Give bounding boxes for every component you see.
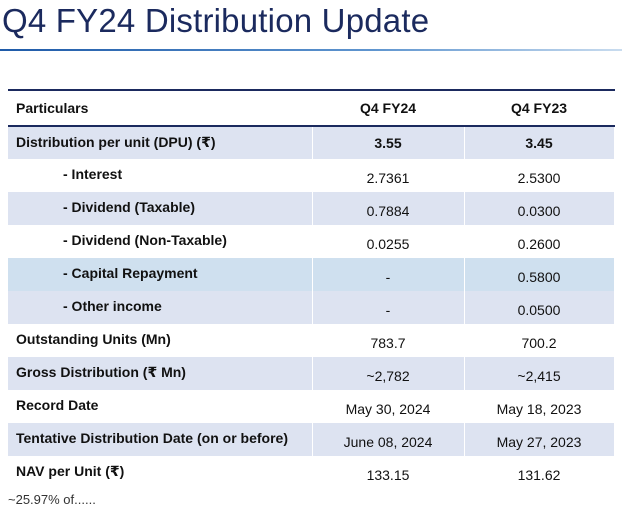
table-row-nav-per-unit: NAV per Unit (₹) 133.15 131.62 bbox=[8, 456, 615, 489]
row-label: Gross Distribution (₹ Mn) bbox=[8, 357, 313, 390]
page-title: Q4 FY24 Distribution Update bbox=[2, 2, 430, 39]
table-row-other-income: - Other income - 0.0500 bbox=[8, 291, 615, 324]
value-q4fy24: 0.7884 bbox=[312, 192, 465, 225]
row-label: Distribution per unit (DPU) (₹) bbox=[8, 126, 313, 159]
value-q4fy24: 3.55 bbox=[312, 126, 465, 159]
header-particulars: Particulars bbox=[8, 90, 313, 126]
table-row-interest: - Interest 2.7361 2.5300 bbox=[8, 159, 615, 192]
row-label: - Other income bbox=[8, 291, 313, 324]
value-q4fy23: 3.45 bbox=[464, 126, 615, 159]
distribution-table: Particulars Q4 FY24 Q4 FY23 Distribution… bbox=[8, 89, 615, 489]
value-q4fy24: 783.7 bbox=[312, 324, 465, 357]
row-label: - Dividend (Non-Taxable) bbox=[8, 225, 313, 258]
table-row-dividend-taxable: - Dividend (Taxable) 0.7884 0.0300 bbox=[8, 192, 615, 225]
value-q4fy24: ~2,782 bbox=[312, 357, 465, 390]
table-row-record-date: Record Date May 30, 2024 May 18, 2023 bbox=[8, 390, 615, 423]
row-label: - Interest bbox=[8, 159, 313, 192]
value-q4fy23: 2.5300 bbox=[464, 159, 615, 192]
value-q4fy23: 0.0500 bbox=[464, 291, 615, 324]
title-underline bbox=[0, 49, 622, 51]
table-header-row: Particulars Q4 FY24 Q4 FY23 bbox=[8, 90, 615, 126]
value-q4fy23: May 18, 2023 bbox=[464, 390, 615, 423]
value-q4fy23: ~2,415 bbox=[464, 357, 615, 390]
value-q4fy23: May 27, 2023 bbox=[464, 423, 615, 456]
row-label: NAV per Unit (₹) bbox=[8, 456, 313, 489]
value-q4fy24: 2.7361 bbox=[312, 159, 465, 192]
row-label: - Capital Repayment bbox=[8, 258, 313, 291]
row-label: Outstanding Units (Mn) bbox=[8, 324, 313, 357]
table-row-dividend-non-taxable: - Dividend (Non-Taxable) 0.0255 0.2600 bbox=[8, 225, 615, 258]
value-q4fy23: 0.2600 bbox=[464, 225, 615, 258]
header-q4fy24: Q4 FY24 bbox=[312, 90, 465, 126]
value-q4fy23: 131.62 bbox=[464, 456, 615, 489]
value-q4fy24: 0.0255 bbox=[312, 225, 465, 258]
value-q4fy24: May 30, 2024 bbox=[312, 390, 465, 423]
value-q4fy24: - bbox=[312, 258, 465, 291]
header-q4fy23: Q4 FY23 bbox=[464, 90, 615, 126]
value-q4fy23: 700.2 bbox=[464, 324, 615, 357]
table-row-tentative-distribution-date: Tentative Distribution Date (on or befor… bbox=[8, 423, 615, 456]
table-row-dpu: Distribution per unit (DPU) (₹) 3.55 3.4… bbox=[8, 126, 615, 159]
row-label: - Dividend (Taxable) bbox=[8, 192, 313, 225]
table-row-outstanding-units: Outstanding Units (Mn) 783.7 700.2 bbox=[8, 324, 615, 357]
table-row-gross-distribution: Gross Distribution (₹ Mn) ~2,782 ~2,415 bbox=[8, 357, 615, 390]
value-q4fy24: 133.15 bbox=[312, 456, 465, 489]
row-label: Tentative Distribution Date (on or befor… bbox=[8, 423, 313, 456]
value-q4fy24: - bbox=[312, 291, 465, 324]
table-row-capital-repayment: - Capital Repayment - 0.5800 bbox=[8, 258, 615, 291]
row-label: Record Date bbox=[8, 390, 313, 423]
value-q4fy24: June 08, 2024 bbox=[312, 423, 465, 456]
value-q4fy23: 0.5800 bbox=[464, 258, 615, 291]
value-q4fy23: 0.0300 bbox=[464, 192, 615, 225]
